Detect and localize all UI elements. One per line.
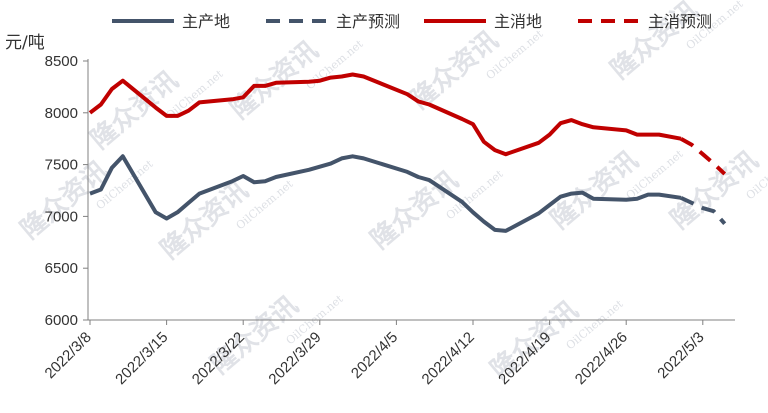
y-tick-label: 8000: [45, 105, 78, 122]
x-tick-label: 2022/4/12: [419, 329, 478, 388]
series-line-主产预测: [680, 195, 727, 226]
series-line-主产地: [89, 154, 682, 233]
y-tick-label: 8500: [45, 53, 78, 70]
series-lines: [88, 72, 727, 233]
y-tick-label: 7500: [45, 157, 78, 174]
x-tick-labels: 2022/3/8 2022/3/15 2022/3/22 2022/3/29 2022/…: [42, 329, 708, 388]
y-tick-labels: 6000 6500 7000 7500 8000 8500: [45, 53, 78, 329]
series-line-主消地: [88, 72, 682, 157]
x-tick-label: 2022/3/15: [112, 329, 171, 388]
legend-label-主消地: 主消地: [494, 12, 542, 31]
y-tick-label: 6000: [45, 312, 78, 329]
legend-label-主消预测: 主消预测: [648, 12, 712, 31]
x-tick-label: 2022/4/5: [348, 329, 401, 382]
legend-label-主产地: 主产地: [182, 12, 230, 31]
legend-label-主产预测: 主产预测: [336, 12, 400, 31]
legend: 主产地 主产预测 主消地 主消预测: [112, 12, 712, 31]
axes: [83, 59, 735, 325]
y-tick-label: 6500: [45, 260, 78, 277]
series-line-主消预测: [679, 136, 727, 176]
y-tick-label: 7000: [45, 208, 78, 225]
x-tick-label: 2022/5/3: [654, 329, 707, 382]
y-axis-unit-label: 元/吨: [5, 33, 45, 53]
x-tick-label: 2022/3/8: [42, 329, 95, 382]
